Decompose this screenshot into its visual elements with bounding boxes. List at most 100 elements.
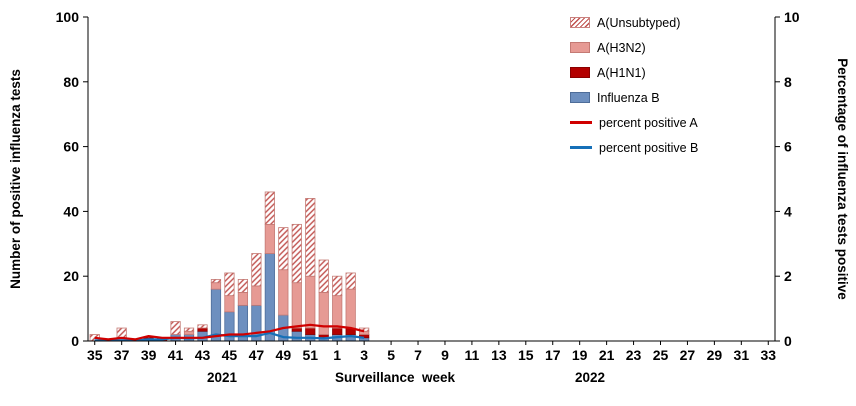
legend-item-influenza-b: Influenza B — [570, 85, 698, 110]
legend-label-a-h3n2: A(H3N2) — [597, 40, 646, 55]
tick-label: 27 — [680, 347, 696, 363]
tick-label: 41 — [168, 347, 184, 363]
tick-label: 39 — [141, 347, 157, 363]
percent-positive-b-line — [94, 331, 365, 342]
year-label-2021: 2021 — [206, 370, 238, 385]
bar-segment-a-unsubtyped- — [251, 253, 262, 287]
bar-segment-a-h3n2- — [183, 330, 195, 335]
tick-label: 100 — [56, 9, 80, 25]
bar-segment-a-unsubtyped- — [264, 191, 275, 225]
legend-label-a-unsubtyped: A(Unsubtyped) — [597, 15, 681, 30]
bar-segment-a-unsubtyped- — [291, 223, 302, 284]
tick-label: 1 — [333, 347, 341, 363]
bar-segment-a-unsubtyped- — [345, 272, 356, 290]
bar-segment-a-unsubtyped- — [332, 275, 343, 297]
bar-segment-a-h1n1- — [197, 327, 208, 332]
tick-label: 9 — [441, 347, 449, 363]
a-h3n2-swatch — [570, 42, 590, 53]
bar-segment-a-unsubtyped- — [278, 227, 289, 271]
bar-segment-a-unsubtyped- — [318, 259, 329, 293]
legend-label-percent-positive-a: percent positive A — [599, 115, 698, 130]
tick-label: 2 — [784, 268, 792, 284]
bar-segment-a-h3n2- — [318, 291, 329, 335]
bar-segment-a-unsubtyped- — [224, 272, 235, 297]
tick-label: 43 — [195, 347, 211, 363]
tick-label: 13 — [491, 347, 507, 363]
a-unsubtyped-swatch — [570, 17, 590, 28]
tick-label: 60 — [63, 139, 79, 155]
bar-segment-a-h3n2- — [291, 282, 302, 329]
legend-label-a-h1n1: A(H1N1) — [597, 65, 646, 80]
tick-label: 47 — [249, 347, 265, 363]
tick-label: 4 — [784, 203, 792, 219]
legend-label-percent-positive-b: percent positive B — [599, 140, 699, 155]
legend-item-percent-positive-b: percent positive B — [570, 135, 698, 160]
tick-label: 51 — [302, 347, 318, 363]
tick-label: 25 — [653, 347, 669, 363]
tick-label: 7 — [414, 347, 422, 363]
legend-item-a-h1n1: A(H1N1) — [570, 60, 698, 85]
bar-segment-a-unsubtyped- — [170, 321, 181, 335]
tick-label: 8 — [784, 74, 792, 90]
tick-label: 20 — [63, 268, 79, 284]
legend: A(Unsubtyped) A(H3N2) A(H1N1) Influenza … — [570, 10, 698, 160]
tick-label: 80 — [63, 74, 79, 90]
tick-label: 35 — [87, 347, 103, 363]
bar-segment-a-h3n2- — [359, 330, 370, 335]
tick-label: 31 — [734, 347, 750, 363]
percent-positive-a-line — [94, 323, 365, 341]
bar-segment-a-h3n2- — [345, 288, 356, 329]
bar-segment-a-h3n2- — [305, 275, 316, 329]
bar-segment-a-unsubtyped- — [183, 327, 195, 332]
tick-label: 40 — [63, 203, 79, 219]
a-h1n1-swatch — [570, 67, 590, 78]
bar-segment-a-unsubtyped- — [116, 327, 127, 339]
tick-label: 10 — [784, 9, 800, 25]
bar-segment-a-h3n2- — [332, 295, 343, 329]
percent-positive-a-line-swatch — [570, 121, 592, 124]
bar-segment-a-unsubtyped- — [305, 198, 316, 277]
legend-item-a-unsubtyped: A(Unsubtyped) — [570, 10, 698, 35]
bar-segment-a-h3n2- — [278, 269, 289, 316]
tick-label: 17 — [545, 347, 561, 363]
x-axis-title: Surveillance week — [334, 370, 456, 385]
percent-positive-b-line-swatch — [570, 146, 592, 149]
bar-segment-influenza-b — [264, 253, 275, 342]
tick-label: 37 — [114, 347, 130, 363]
tick-label: 45 — [222, 347, 238, 363]
legend-item-a-h3n2: A(H3N2) — [570, 35, 698, 60]
tick-label: 0 — [71, 333, 79, 349]
bar-segment-a-h1n1- — [305, 327, 316, 335]
year-label-2022: 2022 — [574, 370, 606, 385]
bar-segment-a-h3n2- — [224, 295, 235, 313]
tick-label: 6 — [784, 139, 792, 155]
tick-label: 3 — [360, 347, 368, 363]
legend-item-percent-positive-a: percent positive A — [570, 110, 698, 135]
bar-segment-a-h3n2- — [210, 282, 222, 290]
tick-label: 33 — [760, 347, 776, 363]
bar-segment-a-h3n2- — [251, 285, 262, 306]
tick-label: 23 — [626, 347, 642, 363]
bar-segment-a-unsubtyped- — [197, 324, 208, 329]
tick-label: 21 — [599, 347, 615, 363]
bar-segment-a-h1n1- — [332, 327, 343, 335]
bar-segment-a-h3n2- — [264, 223, 275, 254]
tick-label: 5 — [387, 347, 395, 363]
bar-segment-a-unsubtyped- — [210, 279, 222, 284]
bar-segment-a-h1n1- — [291, 327, 302, 332]
influenza-b-swatch — [570, 92, 590, 103]
tick-label: 49 — [276, 347, 292, 363]
tick-label: 0 — [784, 333, 792, 349]
stacked-bars — [89, 191, 370, 342]
bar-segment-a-unsubtyped- — [237, 279, 249, 293]
bar-segment-a-h3n2- — [237, 291, 249, 306]
tick-label: 11 — [465, 347, 480, 363]
bar-segment-influenza-b — [210, 288, 222, 342]
legend-label-influenza-b: Influenza B — [597, 90, 660, 105]
bar-segment-influenza-b — [291, 330, 302, 342]
tick-label: 29 — [707, 347, 723, 363]
tick-label: 15 — [518, 347, 534, 363]
